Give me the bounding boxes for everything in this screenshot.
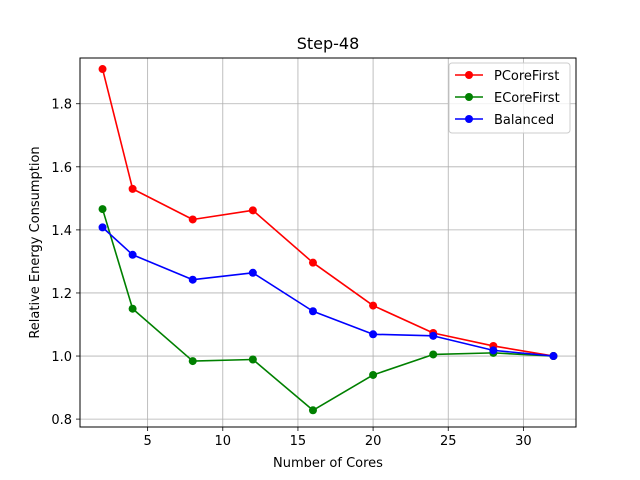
data-point-pcorefirst	[308, 258, 317, 267]
x-tick-label: 20	[365, 434, 382, 449]
legend-box	[448, 62, 571, 134]
x-tick-label: 5	[143, 434, 151, 449]
data-point-ecorefirst	[369, 370, 378, 379]
data-point-balanced	[128, 250, 137, 259]
series-layer	[98, 65, 558, 415]
legend-label-pcorefirst: PCoreFirst	[494, 69, 559, 84]
data-point-ecorefirst	[248, 355, 257, 364]
data-point-ecorefirst	[188, 357, 197, 366]
y-axis-label: Relative Energy Consumption	[28, 146, 43, 338]
legend-label-balanced: Balanced	[494, 113, 554, 128]
y-tick-label: 1.2	[51, 287, 72, 302]
data-point-pcorefirst	[128, 184, 137, 193]
y-tick-label: 0.8	[51, 413, 72, 428]
y-tick-label: 1.0	[51, 350, 72, 365]
data-point-balanced	[248, 268, 257, 277]
data-point-ecorefirst	[98, 205, 107, 214]
data-point-ecorefirst	[429, 350, 438, 359]
x-tick-label: 15	[290, 434, 307, 449]
series-balanced	[98, 223, 558, 361]
data-point-balanced	[98, 223, 107, 232]
grid	[80, 58, 576, 427]
legend-marker-ecorefirst	[465, 93, 473, 101]
data-point-pcorefirst	[248, 206, 257, 215]
legend-marker-pcorefirst	[465, 71, 473, 79]
data-point-pcorefirst	[188, 215, 197, 224]
legend: PCoreFirst ECoreFirst Balanced	[448, 62, 571, 134]
axis-ticks: 5 10 15 20 25 30 0.8 1.0 1.2 1.4 1.6 1.8	[51, 98, 531, 449]
y-tick-label: 1.6	[51, 161, 72, 176]
y-tick-label: 1.8	[51, 98, 72, 113]
data-point-balanced	[188, 275, 197, 284]
data-point-ecorefirst	[308, 406, 317, 415]
data-point-balanced	[489, 346, 498, 355]
chart-title: Step-48	[297, 34, 360, 53]
plot-frame	[79, 57, 577, 428]
legend-marker-balanced	[465, 115, 473, 123]
data-point-balanced	[429, 331, 438, 340]
data-point-balanced	[549, 352, 558, 361]
data-point-balanced	[308, 307, 317, 316]
x-tick-label: 25	[440, 434, 457, 449]
x-tick-label: 30	[515, 434, 532, 449]
data-point-pcorefirst	[98, 65, 107, 74]
x-axis-label: Number of Cores	[273, 456, 383, 471]
x-tick-label: 10	[215, 434, 232, 449]
data-point-pcorefirst	[369, 301, 378, 310]
y-tick-label: 1.4	[51, 224, 72, 239]
data-point-ecorefirst	[128, 304, 137, 313]
legend-label-ecorefirst: ECoreFirst	[494, 91, 560, 106]
data-point-balanced	[369, 330, 378, 339]
